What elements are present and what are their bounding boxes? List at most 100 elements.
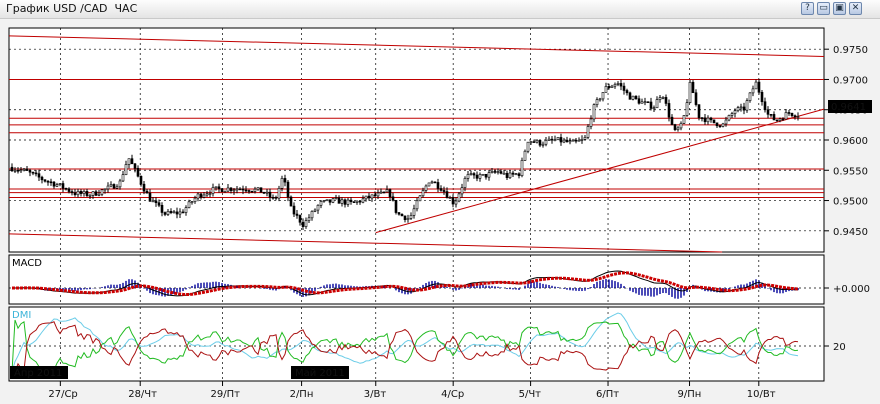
candle-body: [604, 86, 608, 93]
candle-body: [370, 194, 374, 199]
candle-body: [181, 211, 185, 214]
candle-body: [562, 139, 566, 143]
candle-body: [88, 195, 92, 197]
candle-body: [109, 184, 113, 187]
candle-body: [40, 176, 44, 181]
candle-body: [334, 197, 338, 200]
trend-line: [8, 233, 723, 253]
candle-body: [508, 172, 512, 178]
candle-body: [712, 119, 716, 124]
candle-body: [22, 168, 26, 171]
maximize-icon: ▣: [835, 3, 844, 13]
candle-body: [373, 194, 377, 197]
minimize-icon: ▭: [819, 3, 828, 13]
price-tick-label: 0.9450: [833, 227, 868, 238]
candle-body: [397, 212, 401, 215]
candle-body: [388, 189, 392, 198]
title-bar[interactable]: График USD /CAD ЧАС ? ▭ ▣ ✕: [0, 0, 880, 19]
candle-body: [688, 81, 692, 103]
candle-body: [739, 106, 743, 109]
candle-body: [430, 181, 434, 184]
candle-body: [232, 189, 236, 192]
candle-body: [205, 193, 209, 196]
candle-body: [268, 191, 272, 198]
candle-body: [493, 171, 497, 173]
trend-line: [375, 108, 825, 234]
candle-body: [34, 172, 38, 175]
candle-body: [247, 190, 251, 192]
candle-body: [499, 171, 503, 174]
candle-body: [76, 191, 80, 196]
candle-body: [250, 190, 254, 193]
candle-body: [565, 139, 569, 143]
candle-body: [301, 221, 305, 227]
candle-body: [256, 187, 260, 190]
close-button[interactable]: ✕: [849, 2, 862, 15]
candle-body: [340, 199, 344, 204]
candle-body: [253, 188, 257, 192]
candle-body: [550, 138, 554, 141]
candle-body: [283, 178, 287, 183]
help-button[interactable]: ?: [801, 2, 814, 15]
last-price-label: 0.9641: [831, 102, 866, 113]
candle-body: [349, 199, 353, 202]
price-tick-label: 0.9750: [833, 45, 868, 56]
candle-body: [544, 140, 548, 145]
candle-body: [97, 193, 101, 196]
candle-body: [313, 209, 317, 212]
candle-body: [244, 189, 248, 192]
candle-body: [778, 118, 782, 121]
time-tick-label: 27/Ср: [48, 389, 77, 400]
candle-body: [547, 138, 551, 141]
candle-body: [673, 124, 677, 130]
candle-body: [442, 190, 446, 192]
candle-body: [85, 191, 89, 196]
candle-body: [598, 98, 602, 101]
candle-body: [793, 115, 797, 118]
candle-body: [223, 190, 227, 193]
candle-body: [82, 191, 86, 194]
candle-body: [418, 195, 422, 202]
candle-body: [700, 117, 704, 119]
candle-body: [382, 191, 386, 194]
candle-body: [616, 83, 620, 85]
price-tick-label: 0.9500: [833, 197, 868, 208]
candle-body: [187, 201, 191, 208]
candle-body: [391, 196, 395, 201]
candle-body: [160, 204, 164, 213]
candle-body: [523, 150, 527, 161]
candle-body: [400, 213, 404, 217]
candle-body: [124, 164, 128, 175]
candle-body: [637, 98, 641, 104]
maximize-button[interactable]: ▣: [833, 2, 846, 15]
candle-body: [424, 185, 428, 191]
candle-body: [787, 112, 791, 114]
candle-body: [451, 197, 455, 205]
time-tick-label: 29/Пт: [211, 389, 241, 400]
candle-body: [472, 173, 476, 176]
candle-body: [655, 99, 659, 109]
chart-canvas: 0.97500.97000.96500.96000.95500.95000.94…: [8, 27, 872, 400]
candle-body: [322, 200, 326, 202]
candle-body: [361, 198, 365, 203]
candle-body: [292, 205, 296, 215]
time-tick-label: 10/Вт: [747, 389, 776, 400]
candle-body: [535, 140, 539, 143]
dmi-panel: [8, 306, 825, 382]
candle-body: [589, 118, 593, 127]
candle-body: [346, 199, 350, 205]
candle-body: [595, 99, 599, 105]
candle-body: [406, 218, 410, 220]
candle-body: [61, 183, 65, 189]
minimize-button[interactable]: ▭: [817, 2, 830, 15]
candle-body: [295, 213, 299, 216]
candle-body: [502, 172, 506, 175]
candle-body: [667, 103, 671, 118]
price-candles: [10, 78, 800, 231]
candle-body: [178, 211, 182, 215]
candle-body: [439, 188, 443, 191]
candle-body: [220, 188, 224, 193]
candle-body: [622, 85, 626, 91]
candle-body: [310, 211, 314, 219]
